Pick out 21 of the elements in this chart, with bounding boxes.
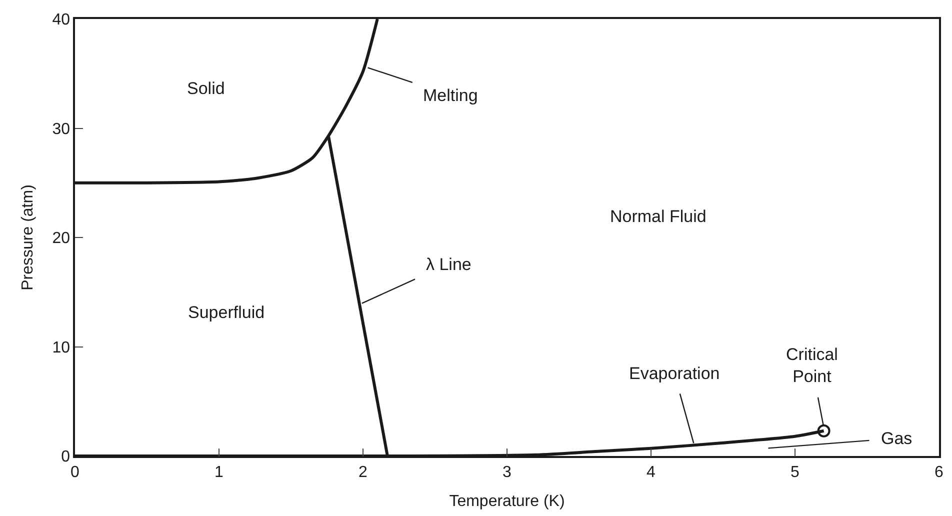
x-tick-label: 5	[790, 464, 800, 481]
x-tick-label: 1	[214, 464, 224, 481]
y-tick-label: 30	[52, 120, 70, 138]
y-tick-label: 20	[52, 230, 70, 248]
annotation: Superfluid	[188, 303, 265, 322]
x-tick-label: 3	[502, 464, 512, 481]
y-axis-title: Pressure (atm)	[20, 184, 37, 290]
y-tick-label: 40	[52, 12, 70, 29]
y-tick-label: 10	[52, 339, 70, 356]
annotation: Evaporation	[629, 364, 720, 383]
x-tick-label: 2	[358, 464, 368, 481]
annotation: Normal Fluid	[610, 207, 706, 226]
x-tick-label: 4	[646, 464, 656, 481]
x-tick-label: 6	[934, 464, 944, 481]
annotation: Melting	[423, 86, 478, 105]
y-tick-label: 0	[61, 448, 70, 466]
annotation: λ Line	[426, 255, 472, 274]
x-axis-title: Temperature (K)	[449, 493, 565, 510]
annotation: Gas	[881, 429, 912, 448]
annotation: Solid	[187, 79, 225, 98]
annotation: Critical Point	[786, 345, 838, 386]
